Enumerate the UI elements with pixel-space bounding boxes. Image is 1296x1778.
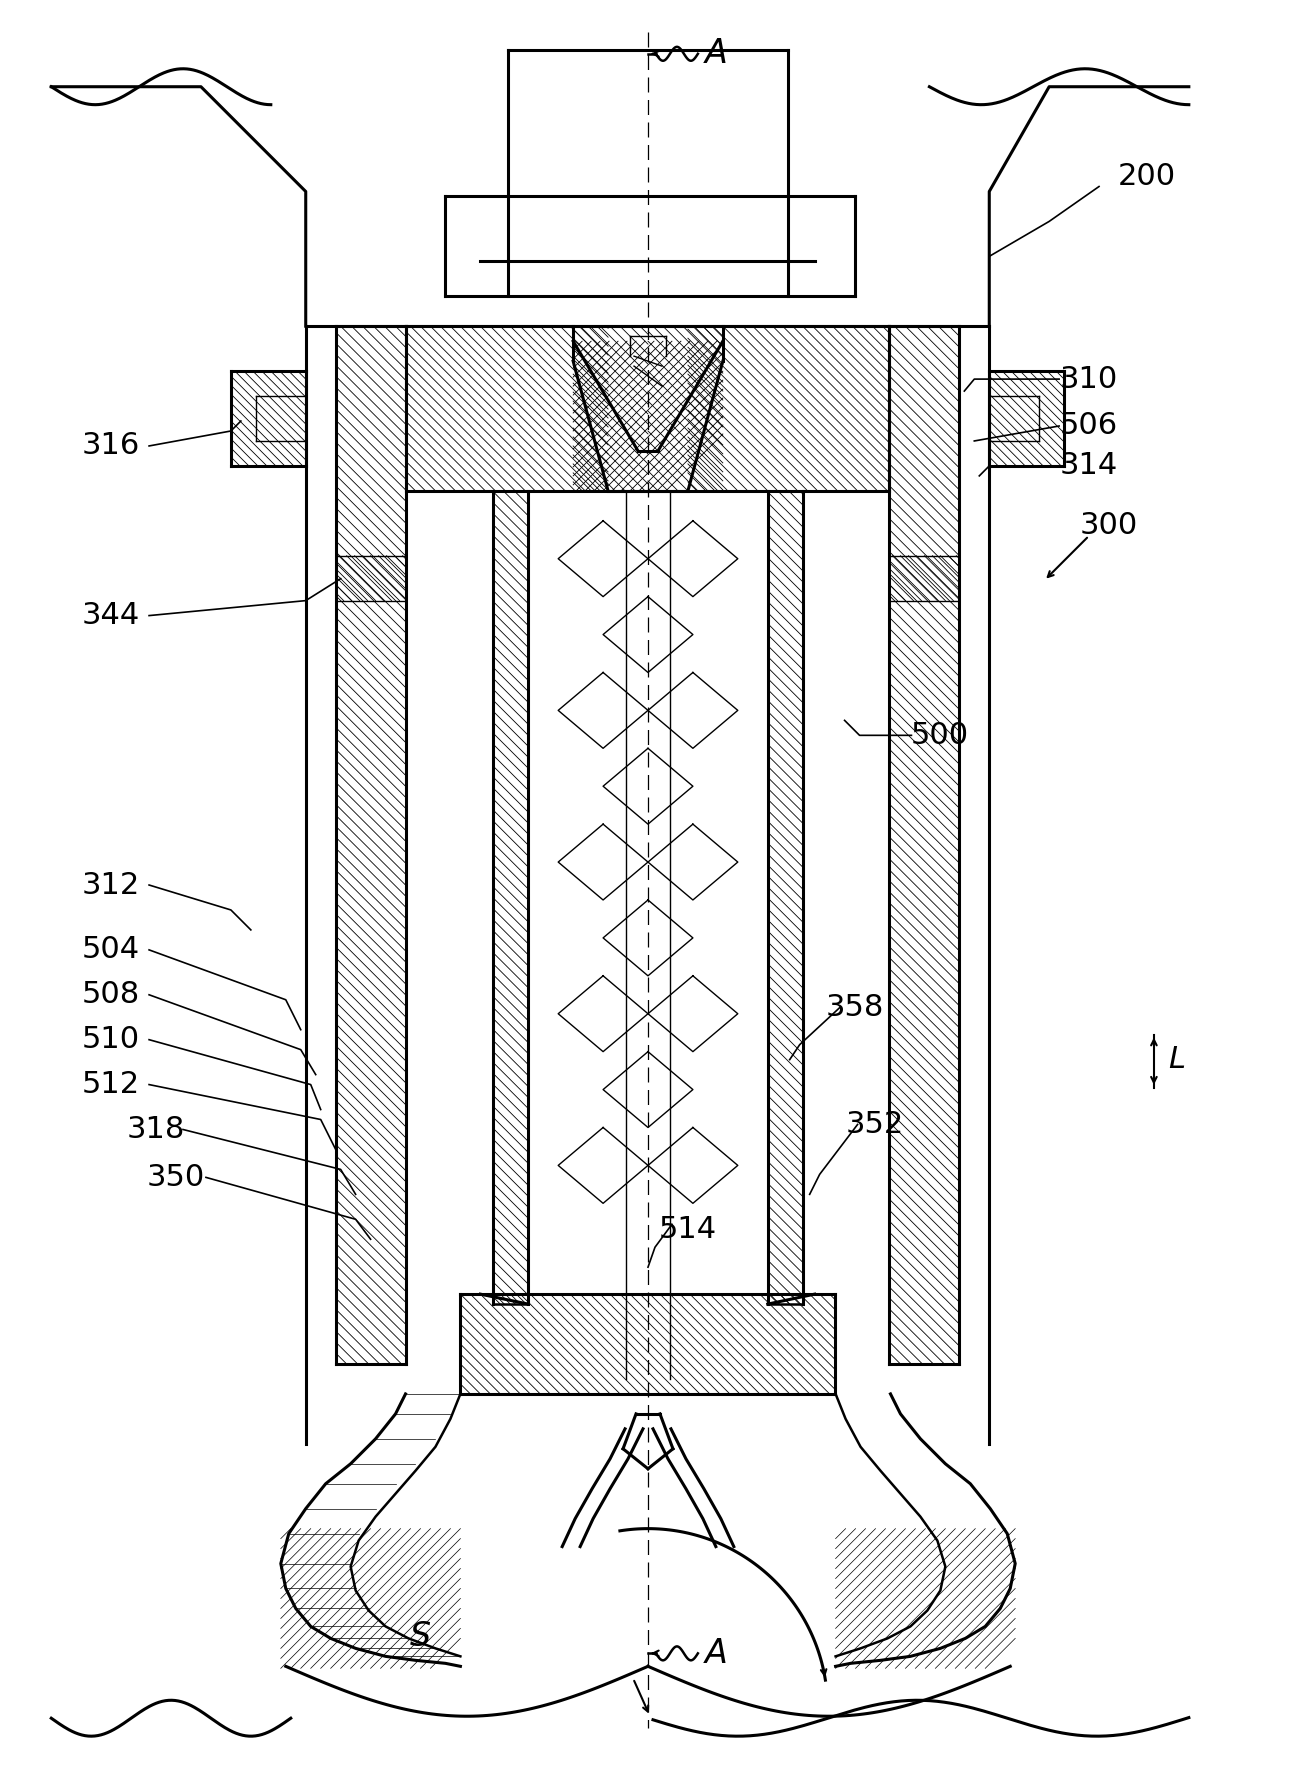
Text: L: L (1169, 1045, 1186, 1074)
Text: 312: 312 (82, 871, 140, 900)
Text: 500: 500 (910, 720, 968, 750)
Text: 358: 358 (826, 994, 884, 1022)
Text: 508: 508 (82, 980, 140, 1010)
Text: 200: 200 (1118, 162, 1175, 190)
Text: 352: 352 (845, 1109, 903, 1140)
Text: 344: 344 (82, 601, 140, 629)
Text: S: S (410, 1620, 432, 1654)
Text: A: A (705, 1638, 727, 1670)
Text: 314: 314 (1060, 452, 1118, 480)
Text: A: A (705, 37, 727, 71)
Text: 512: 512 (82, 1070, 140, 1099)
Text: 514: 514 (658, 1214, 717, 1245)
Text: 504: 504 (82, 935, 140, 964)
Text: 310: 310 (1060, 364, 1118, 393)
Text: 316: 316 (82, 432, 140, 461)
Text: 510: 510 (82, 1026, 140, 1054)
Text: 506: 506 (1060, 411, 1118, 441)
Text: 300: 300 (1080, 512, 1138, 541)
Text: 350: 350 (146, 1163, 205, 1191)
Text: 318: 318 (127, 1115, 185, 1143)
